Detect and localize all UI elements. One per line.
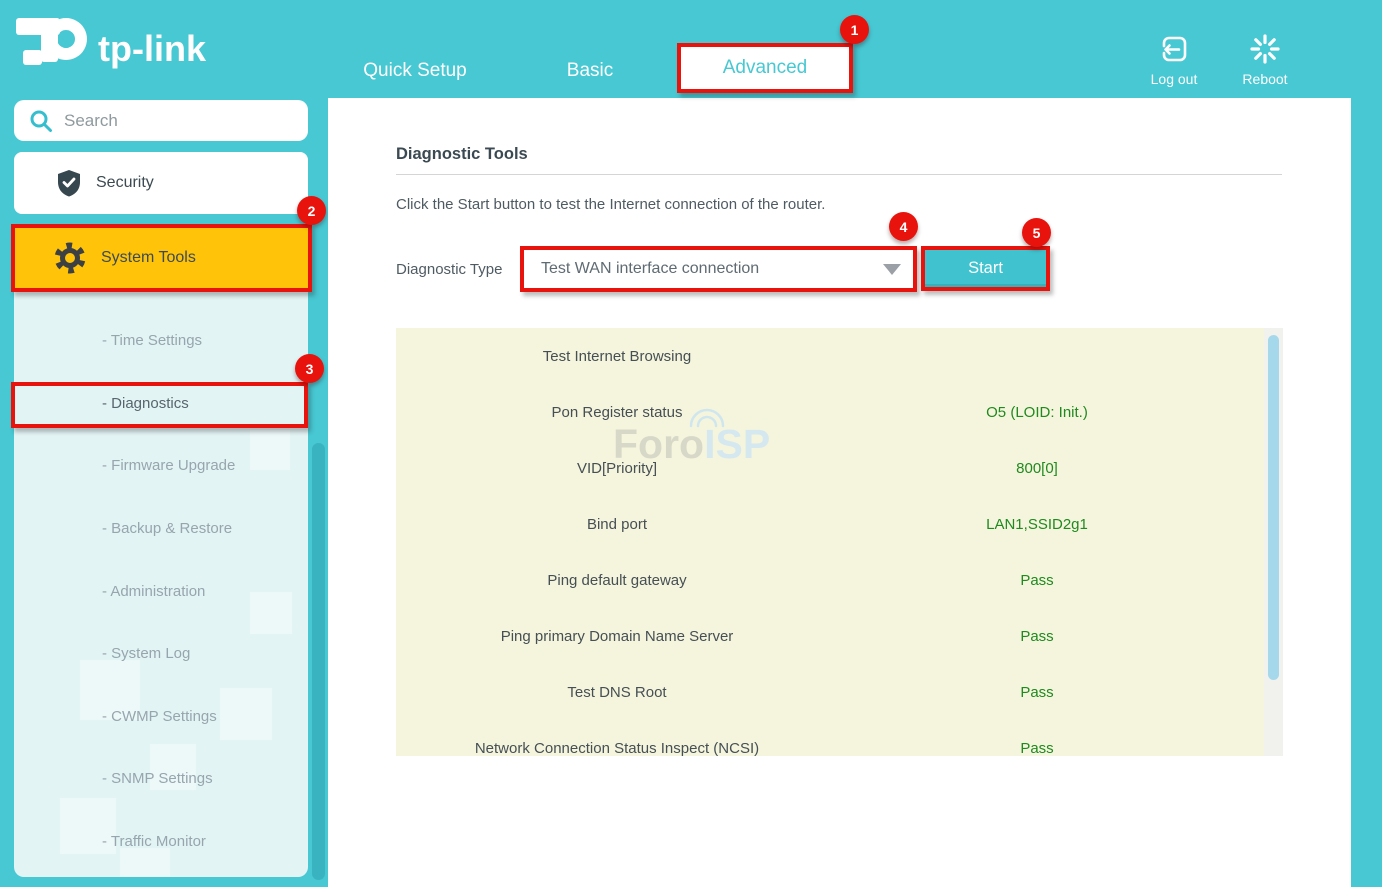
tab-basic[interactable]: Basic	[566, 60, 614, 81]
sidebar-item-backup-restore[interactable]: - Backup & Restore	[102, 520, 233, 537]
sidebar-submenu: - Time Settings - Diagnostics - Firmware…	[14, 292, 308, 877]
logout-label: Log out	[1150, 71, 1198, 87]
gear-icon	[54, 242, 86, 274]
sidebar-item-firmware-upgrade[interactable]: - Firmware Upgrade	[102, 457, 236, 474]
tp-link-logo: tp-link	[16, 18, 207, 69]
divider	[396, 174, 1282, 175]
result-value: Pass	[1020, 627, 1054, 645]
tab-advanced-label: Advanced	[722, 57, 808, 78]
diagnostic-type-select[interactable]: Test WAN interface connection	[524, 250, 913, 288]
decor-block	[120, 848, 170, 877]
shield-icon	[58, 170, 80, 197]
sidebar-scrollbar[interactable]	[312, 443, 325, 880]
watermark: ForoISP	[613, 408, 771, 468]
brand-text: tp-link	[98, 28, 207, 69]
decor-block	[60, 798, 116, 854]
diagnostic-type-label: Diagnostic Type	[396, 261, 503, 278]
sidebar-item-traffic-monitor[interactable]: - Traffic Monitor	[102, 833, 206, 850]
result-label: Test Internet Browsing	[542, 347, 692, 365]
sidebar-item-snmp-settings[interactable]: - SNMP Settings	[102, 770, 213, 787]
result-row: VID[Priority] 800[0]	[396, 440, 1264, 496]
annotation-box-system-tools: System Tools	[11, 224, 312, 292]
decor-block	[80, 660, 140, 720]
sidebar-item-security[interactable]: Security	[14, 152, 308, 214]
result-label: Pon Register status	[551, 403, 683, 421]
result-row: Test Internet Browsing	[396, 328, 1264, 384]
description: Click the Start button to test the Inter…	[396, 196, 826, 213]
result-row: Ping default gateway Pass	[396, 552, 1264, 608]
decor-block	[220, 688, 272, 740]
tab-quick-setup[interactable]: Quick Setup	[363, 60, 467, 81]
result-label: VID[Priority]	[576, 459, 657, 477]
result-value: Pass	[1020, 683, 1054, 701]
result-value: LAN1,SSID2g1	[986, 515, 1088, 533]
result-value: O5 (LOID: Init.)	[986, 403, 1088, 421]
annotation-badge-3: 3	[295, 354, 324, 383]
wifi-arcs-icon	[689, 408, 725, 428]
results-scrollbar[interactable]	[1268, 335, 1279, 680]
result-value: Pass	[1020, 739, 1054, 757]
search-input[interactable]	[62, 109, 296, 132]
diagnostic-type-value: Test WAN interface connection	[541, 260, 760, 277]
logout-icon	[1162, 36, 1187, 62]
result-row: Test DNS Root Pass	[396, 664, 1264, 720]
search-box	[14, 100, 308, 141]
watermark-part1: Foro	[613, 421, 705, 467]
chevron-down-icon	[883, 264, 901, 275]
annotation-box-start: Start	[921, 246, 1050, 291]
result-row: Pon Register status O5 (LOID: Init.)	[396, 384, 1264, 440]
results-panel: ForoISP Test Internet Browsing Pon Regis…	[396, 328, 1264, 756]
result-row: Ping primary Domain Name Server Pass	[396, 608, 1264, 664]
sidebar-item-time-settings[interactable]: - Time Settings	[102, 332, 203, 349]
watermark-part2: ISP	[704, 421, 771, 467]
annotation-badge-4: 4	[889, 212, 918, 241]
annotation-box-advanced: Advanced	[677, 43, 853, 93]
annotation-badge-2: 2	[297, 196, 326, 225]
result-row: Bind port LAN1,SSID2g1	[396, 496, 1264, 552]
logout-button[interactable]: Log out	[1132, 33, 1216, 87]
result-label: Ping primary Domain Name Server	[500, 627, 734, 645]
decor-block	[250, 592, 292, 634]
result-label: Network Connection Status Inspect (NCSI)	[474, 739, 760, 757]
result-label: Bind port	[586, 515, 648, 533]
start-button[interactable]: Start	[925, 250, 1046, 287]
reboot-icon	[1250, 34, 1280, 64]
sidebar-item-cwmp-settings[interactable]: - CWMP Settings	[102, 708, 217, 725]
tab-advanced[interactable]: Advanced	[681, 47, 849, 89]
reboot-label: Reboot	[1242, 71, 1288, 87]
page-title: Diagnostic Tools	[396, 145, 528, 163]
decor-block	[250, 430, 290, 470]
sidebar-item-diagnostics[interactable]: - Diagnostics	[102, 395, 189, 412]
result-label: Test DNS Root	[567, 683, 667, 701]
sidebar-item-system-tools[interactable]: System Tools	[15, 228, 308, 288]
sidebar-item-system-log[interactable]: - System Log	[102, 645, 191, 662]
annotation-badge-1: 1	[840, 15, 869, 44]
result-value: Pass	[1020, 571, 1054, 589]
reboot-button[interactable]: Reboot	[1223, 33, 1307, 87]
search-icon	[30, 110, 52, 132]
result-label: Ping default gateway	[547, 571, 687, 589]
sidebar-item-security-label: Security	[96, 174, 154, 191]
sidebar-item-administration[interactable]: - Administration	[102, 583, 206, 600]
result-value: 800[0]	[1016, 459, 1058, 477]
annotation-box-select: Test WAN interface connection	[520, 246, 917, 292]
annotation-badge-5: 5	[1022, 218, 1051, 247]
sidebar-item-system-tools-label: System Tools	[101, 249, 196, 266]
decor-block	[150, 744, 196, 790]
result-row: Network Connection Status Inspect (NCSI)…	[396, 720, 1264, 757]
